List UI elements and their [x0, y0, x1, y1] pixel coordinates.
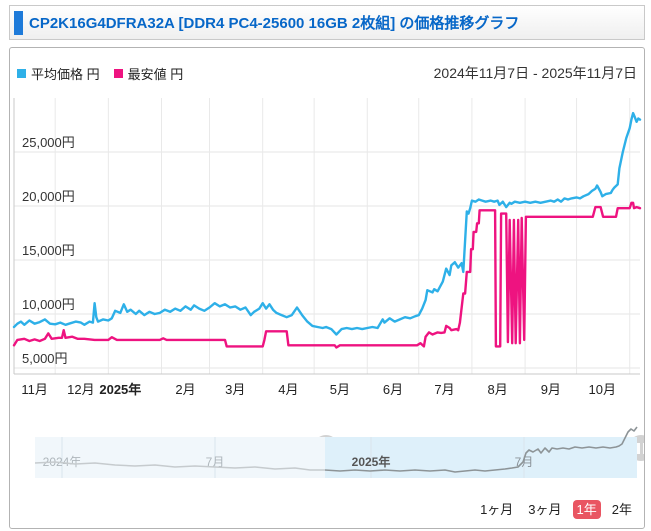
range-buttons: 1ヶ月 3ヶ月 1年 2年 — [476, 500, 636, 519]
legend-item-average-price[interactable]: 平均価格 円 — [17, 64, 100, 83]
price-history-chart-card: 平均価格 円 最安値 円 2024年11月7日 - 2025年11月7日 1ヶ月 3… — [9, 47, 645, 529]
legend-swatch-icon — [17, 68, 26, 78]
legend-swatch-icon — [113, 68, 123, 78]
range-button-1ヶ月[interactable]: 1ヶ月 — [480, 502, 514, 517]
average-price-line[interactable] — [12, 111, 642, 336]
navigator-right-handle[interactable] — [628, 435, 644, 461]
legend-label: 平均価格 円 — [31, 66, 100, 82]
range-button-1年[interactable]: 1年 — [572, 500, 601, 519]
handle-grip-icon — [321, 442, 325, 454]
date-range-label: 2024年11月7日 - 2025年11月7日 — [433, 65, 637, 81]
legend-items: 平均価格 円 最安値 円 — [17, 64, 197, 83]
page-title: CP2K16G4DFRA32A [DDR4 PC4-25600 16GB 2枚組… — [29, 15, 520, 32]
page-title-bar: CP2K16G4DFRA32A [DDR4 PC4-25600 16GB 2枚組… — [9, 5, 645, 40]
legend-item-lowest-price[interactable]: 最安値 円 — [113, 64, 184, 83]
handle-grip-icon — [327, 442, 331, 454]
navigator-left-handle[interactable] — [313, 435, 339, 461]
legend-label: 最安値 円 — [127, 66, 184, 82]
legend-row: 平均価格 円 最安値 円 2024年11月7日 - 2025年11月7日 — [17, 63, 637, 83]
handle-grip-icon — [642, 442, 644, 454]
range-button-3ヶ月[interactable]: 3ヶ月 — [528, 502, 562, 517]
handle-grip-icon — [636, 442, 640, 454]
range-button-2年[interactable]: 2年 — [611, 502, 632, 517]
lowest-price-line[interactable] — [12, 201, 642, 349]
title-accent-bar — [14, 10, 23, 35]
